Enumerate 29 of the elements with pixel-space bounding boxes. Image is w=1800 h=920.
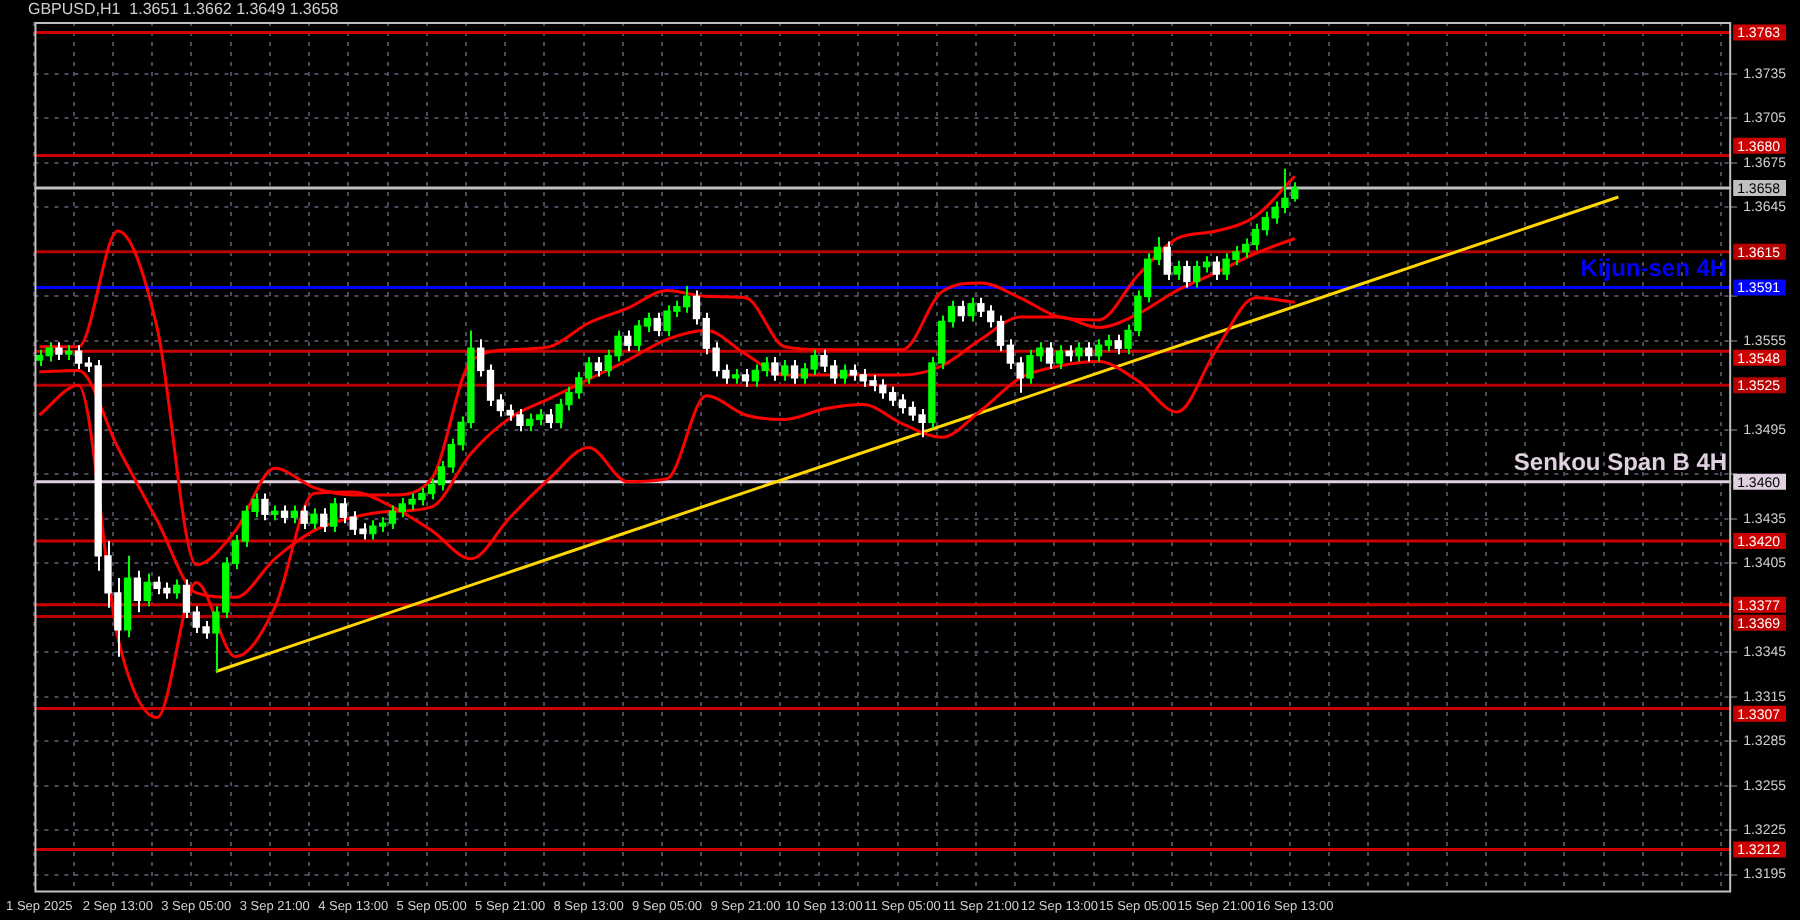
candlestick [133,569,142,614]
candlestick [771,356,779,382]
candlestick [967,296,975,323]
candlestick [1183,259,1191,289]
candlestick [1173,259,1181,282]
candlestick [790,359,799,385]
candlestick [624,329,632,353]
candlestick [1055,344,1064,370]
candlestick [172,578,181,600]
candlestick [1212,255,1220,282]
candlestick [781,359,789,382]
candlestick [300,504,308,531]
candlestick [653,311,661,338]
chart-title: GBPUSD,H1 1.3651 1.3662 1.3649 1.3658 [24,0,343,20]
candlestick [1163,240,1171,282]
candlestick [957,299,965,323]
candlestick [310,507,318,531]
candlestick [143,572,151,608]
candlestick [1114,333,1122,356]
candlestick [545,408,554,430]
annotation: Senkou Span B 4H [1513,448,1728,477]
candlestick [839,363,848,385]
annotation: Kijun-sen 4H [1580,254,1728,283]
candlestick [329,496,338,534]
candlestick [594,356,603,378]
candlestick [1045,341,1054,370]
candlestick [320,507,328,534]
candlestick [261,492,269,522]
candlestick [1075,341,1083,363]
